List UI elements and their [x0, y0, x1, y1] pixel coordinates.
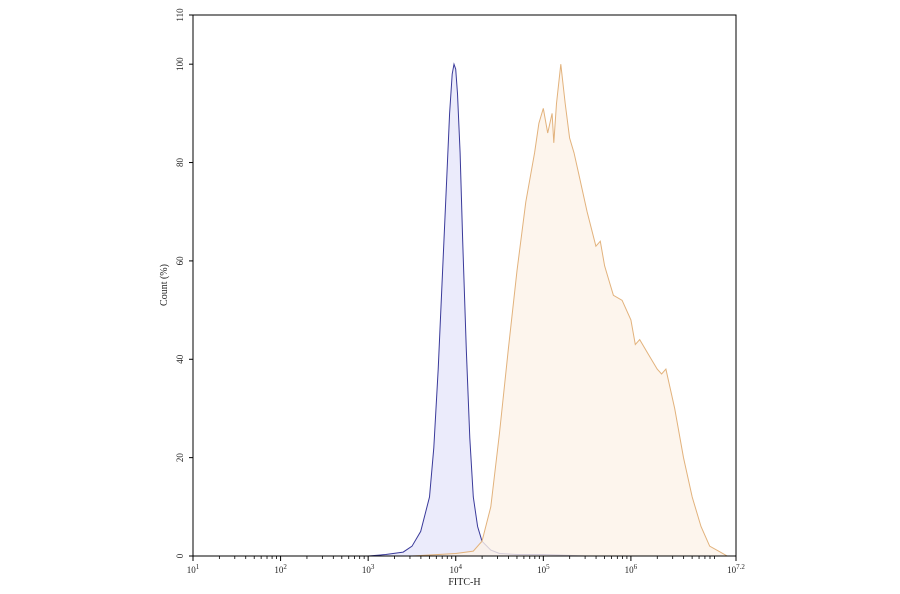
y-tick-label: 60 [175, 256, 185, 266]
y-tick-label: 80 [175, 158, 185, 168]
y-tick-label: 110 [175, 8, 185, 22]
x-tick-label: 105 [537, 563, 550, 575]
y-tick-label: 100 [175, 57, 185, 71]
x-tick-label: 106 [625, 563, 638, 575]
y-tick-label: 20 [175, 453, 185, 463]
y-axis-label: Count (%) [159, 264, 170, 306]
x-tick-label: 101 [187, 563, 200, 575]
plot-series [368, 62, 728, 557]
y-tick-label: 40 [175, 354, 185, 364]
x-axis-label: FITC-H [448, 577, 480, 588]
series-2-area [412, 64, 728, 556]
series-2-line [411, 64, 728, 557]
y-tick-label: 0 [175, 553, 185, 558]
x-tick-label: 102 [274, 563, 287, 575]
x-axis-ticks: 101 102 103 104 105 106 107.2 [187, 556, 745, 575]
plot-frame [192, 14, 737, 557]
x-tick-label: 103 [362, 563, 375, 575]
y-axis-ticks: 0 20 40 60 80 100 110 [175, 8, 193, 558]
x-tick-label: 104 [449, 563, 462, 575]
x-tick-label: 107.2 [727, 563, 745, 575]
